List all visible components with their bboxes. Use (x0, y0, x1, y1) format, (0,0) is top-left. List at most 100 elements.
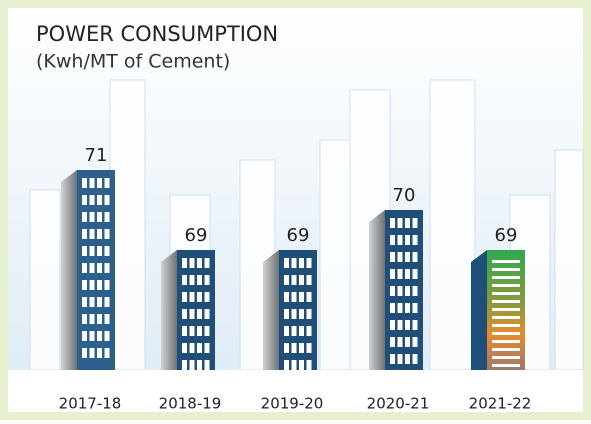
window (307, 343, 312, 353)
window (390, 337, 395, 347)
window (105, 263, 110, 273)
window (492, 260, 520, 263)
window (197, 258, 202, 268)
window (413, 320, 418, 330)
window (82, 246, 87, 256)
window (398, 337, 403, 347)
window (292, 292, 297, 302)
window (182, 309, 187, 319)
window (90, 297, 95, 307)
window (190, 309, 195, 319)
window (190, 258, 195, 268)
window (413, 252, 418, 262)
window (82, 263, 87, 273)
window (492, 268, 520, 271)
x-tick-label: 2021-22 (469, 395, 532, 413)
window (299, 326, 304, 336)
window (492, 364, 520, 367)
window (90, 331, 95, 341)
window (205, 343, 210, 353)
window (105, 246, 110, 256)
building-side (161, 250, 177, 370)
x-tick-label: 2018-19 (159, 395, 222, 413)
window (307, 275, 312, 285)
window (405, 286, 410, 296)
window (492, 340, 520, 343)
window (197, 360, 202, 370)
window (205, 292, 210, 302)
window (205, 326, 210, 336)
window (292, 309, 297, 319)
window (197, 292, 202, 302)
window (182, 326, 187, 336)
window (197, 275, 202, 285)
window (284, 275, 289, 285)
window (390, 303, 395, 313)
window (284, 292, 289, 302)
window (492, 276, 520, 279)
window (390, 235, 395, 245)
window (492, 284, 520, 287)
window (413, 303, 418, 313)
value-label: 69 (287, 225, 310, 246)
window (405, 320, 410, 330)
window (405, 269, 410, 279)
window (97, 178, 102, 188)
window (105, 212, 110, 222)
window (413, 286, 418, 296)
window (492, 356, 520, 359)
window (182, 360, 187, 370)
window (97, 331, 102, 341)
window (90, 246, 95, 256)
window (97, 280, 102, 290)
window (190, 360, 195, 370)
window (82, 280, 87, 290)
window (97, 195, 102, 205)
window (390, 252, 395, 262)
window (299, 360, 304, 370)
window (492, 348, 520, 351)
window (413, 235, 418, 245)
window (97, 297, 102, 307)
window (299, 292, 304, 302)
window (90, 314, 95, 324)
window (492, 308, 520, 311)
window (398, 286, 403, 296)
window (97, 246, 102, 256)
window (205, 275, 210, 285)
window (284, 343, 289, 353)
chart: POWER CONSUMPTION (Kwh/MT of Cement) 201… (0, 0, 591, 420)
window (405, 354, 410, 364)
x-tick-label: 2019-20 (261, 395, 324, 413)
window (82, 195, 87, 205)
window (97, 229, 102, 239)
window (182, 343, 187, 353)
value-label: 71 (85, 145, 108, 166)
window (82, 331, 87, 341)
window (299, 258, 304, 268)
chart-subtitle: (Kwh/MT of Cement) (36, 51, 230, 73)
value-label: 70 (393, 185, 416, 206)
window (190, 275, 195, 285)
window (105, 280, 110, 290)
window (197, 326, 202, 336)
window (105, 297, 110, 307)
window (90, 212, 95, 222)
window (90, 263, 95, 273)
window (82, 348, 87, 358)
window (405, 252, 410, 262)
building-side (61, 170, 77, 370)
window (197, 309, 202, 319)
window (405, 337, 410, 347)
window (398, 303, 403, 313)
window (105, 195, 110, 205)
window (284, 360, 289, 370)
window (292, 360, 297, 370)
window (284, 326, 289, 336)
window (492, 332, 520, 335)
window (390, 354, 395, 364)
window (413, 337, 418, 347)
window (307, 360, 312, 370)
window (82, 314, 87, 324)
window (398, 235, 403, 245)
